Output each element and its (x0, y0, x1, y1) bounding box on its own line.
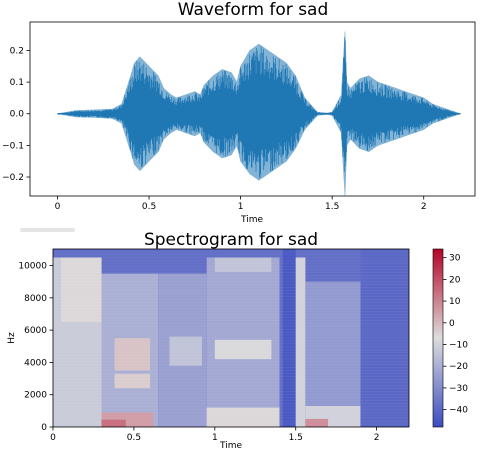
spectrogram-chart: Spectrogram for sad 0 0.5 1 1.5 2 0 2000 4000 6… (7, 230, 468, 451)
scroll-indicator (20, 228, 75, 232)
spectrogram-texture (53, 249, 409, 425)
waveform-y-tick-label: −0.2 (2, 173, 24, 183)
waveform-x-label: Time (240, 215, 263, 225)
spectrogram-x-tick-label: 2 (374, 433, 380, 443)
colorbar-tick-label: −40 (449, 406, 468, 416)
colorbar-tick-label: −20 (449, 362, 468, 372)
spectrogram-y-tick-label: 0 (41, 423, 47, 433)
waveform-x-tick-label: 1 (238, 202, 244, 212)
waveform-y-tick-label: 0.1 (10, 78, 24, 88)
spectrogram-x-tick-label: 0 (50, 433, 56, 443)
colorbar-tick-label: 20 (449, 275, 461, 285)
spectrogram-region (214, 257, 272, 272)
colorbar-tick-label: −30 (449, 384, 468, 394)
spectrogram-y-tick-label: 10000 (18, 262, 47, 272)
spectrogram-y-tick-label: 6000 (24, 326, 47, 336)
colorbar-tick-label: −10 (449, 341, 468, 351)
colorbar-tick-label: 30 (449, 254, 461, 264)
waveform-x-tick-label: 2 (421, 202, 427, 212)
spectrogram-y-tick-label: 8000 (24, 294, 47, 304)
spectrogram-plot-area (52, 248, 410, 428)
waveform-y-ticks: −0.2 −0.1 0.0 0.1 0.2 (2, 46, 30, 183)
spectrogram-region (169, 336, 202, 366)
spectrogram-x-tick-label: 0.5 (127, 433, 141, 443)
waveform-x-ticks: 0 0.5 1 1.5 2 (55, 196, 427, 212)
spectrogram-region (360, 249, 409, 427)
colorbar-ticks: 30 20 10 0 −10 −20 −30 −40 (443, 254, 468, 416)
colorbar-tick-label: 0 (449, 319, 455, 329)
spectrogram-x-tick-label: 1 (212, 433, 218, 443)
waveform-y-tick-label: −0.1 (2, 141, 24, 151)
spectrogram-regions (53, 249, 409, 427)
waveform-x-tick-label: 0.5 (142, 202, 156, 212)
waveform-title: Waveform for sad (178, 0, 329, 20)
spectrogram-region (214, 339, 272, 360)
colorbar (432, 248, 444, 428)
spectrogram-x-ticks: 0 0.5 1 1.5 2 (50, 427, 380, 443)
spectrogram-region (61, 257, 102, 323)
spectrogram-region (114, 373, 151, 389)
spectrogram-region (305, 418, 329, 427)
waveform-y-tick-label: 0.0 (10, 110, 25, 120)
spectrogram-y-ticks: 0 2000 4000 6000 8000 10000 (18, 262, 53, 433)
waveform-x-tick-label: 0 (55, 202, 61, 212)
spectrogram-title: Spectrogram for sad (144, 230, 318, 250)
waveform-chart: Waveform for sad 0 0.5 1 1.5 2 −0.2 −0.1 0.0 0.… (2, 0, 476, 225)
spectrogram-x-tick-label: 1.5 (289, 433, 303, 443)
spectrogram-region (206, 407, 280, 427)
spectrogram-y-tick-label: 4000 (24, 358, 47, 368)
waveform-x-tick-label: 1.5 (325, 202, 339, 212)
spectrogram-region (114, 338, 151, 371)
spectrogram-region (295, 257, 306, 427)
spectrogram-y-label: Hz (7, 332, 17, 344)
colorbar-tick-label: 10 (449, 297, 461, 307)
waveform-y-tick-label: 0.2 (10, 46, 24, 56)
waveform-marks (57, 31, 462, 197)
spectrogram-region (282, 249, 296, 427)
spectrogram-cells (53, 249, 409, 427)
spectrogram-x-label: Time (219, 441, 242, 451)
spectrogram-y-tick-label: 2000 (24, 391, 47, 401)
spectrogram-region (101, 419, 126, 427)
